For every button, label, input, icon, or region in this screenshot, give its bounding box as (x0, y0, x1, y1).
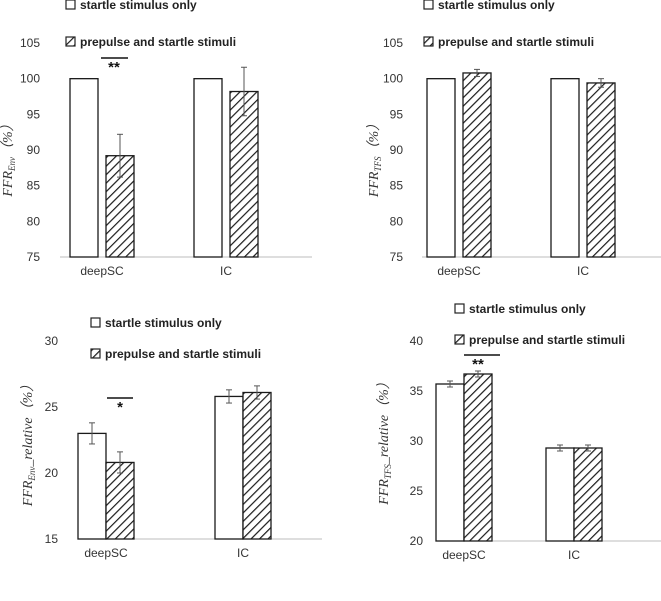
y-tick-label: 30 (410, 434, 424, 448)
y-tick-label: 85 (27, 179, 41, 193)
y-tick-label: 100 (20, 72, 40, 86)
bar-prepulse-startle (105, 461, 135, 540)
bar-startle-only (214, 395, 244, 540)
y-tick-label: 90 (27, 143, 41, 157)
y-tick-label: 25 (410, 484, 424, 498)
bar-prepulse-startle (242, 391, 272, 540)
legend-label-prepulse: prepulse and startle stimuli (438, 35, 594, 49)
bar-prepulse-startle (462, 72, 492, 258)
y-tick-label: 95 (390, 107, 404, 121)
y-axis-label: FFREnv（%） (0, 117, 17, 197)
legend-label-prepulse: prepulse and startle stimuli (469, 333, 625, 347)
y-tick-label: 75 (27, 250, 41, 264)
chart-ffr-env-relative: startle stimulus only prepulse and start… (20, 316, 322, 560)
y-tick-label: 75 (390, 250, 404, 264)
legend-swatch-prepulse (90, 348, 101, 359)
chart-ffr-env: startle stimulus only prepulse and start… (0, 0, 312, 278)
legend-swatch-prepulse (65, 36, 76, 47)
category-label: IC (568, 548, 580, 562)
y-tick-label: 85 (390, 179, 404, 193)
y-tick-label: 30 (45, 334, 59, 348)
legend-swatch-prepulse (423, 36, 434, 47)
legend-label-startle: startle stimulus only (469, 302, 586, 316)
category-label: deepSC (437, 264, 481, 278)
legend-label-prepulse: prepulse and startle stimuli (80, 35, 236, 49)
category-label: deepSC (442, 548, 486, 562)
y-tick-label: 40 (410, 334, 424, 348)
category-label: IC (220, 264, 232, 278)
legend-swatch-prepulse (454, 334, 465, 345)
y-tick-label: 105 (20, 36, 40, 50)
y-axis-label: FFRTFS（%） (366, 117, 383, 198)
legend-label-startle: startle stimulus only (105, 316, 222, 330)
y-tick-label: 35 (410, 384, 424, 398)
bar-startle-only (69, 78, 99, 258)
y-tick-label: 90 (390, 143, 404, 157)
y-axis-label: FFREnv_relative（%） (20, 378, 37, 508)
category-label: IC (577, 264, 589, 278)
legend-swatch-startle (454, 303, 465, 314)
bar-startle-only (77, 432, 107, 540)
y-tick-label: 95 (27, 107, 41, 121)
legend-swatch-startle (423, 0, 434, 10)
y-tick-label: 20 (410, 534, 424, 548)
bar-prepulse-startle (463, 373, 493, 542)
bar-startle-only (193, 78, 223, 258)
legend-swatch-startle (65, 0, 76, 10)
y-axis-label: FFRTFS_relative（%） (376, 375, 393, 506)
legend-label-startle: startle stimulus only (80, 0, 197, 12)
chart-ffr-tfs-relative: startle stimulus only prepulse and start… (376, 302, 661, 562)
bar-prepulse-startle (229, 90, 259, 258)
legend-swatch-startle (90, 317, 101, 328)
bar-startle-only (545, 447, 575, 542)
y-tick-label: 100 (383, 72, 403, 86)
category-label: deepSC (84, 546, 128, 560)
bar-prepulse-startle (586, 82, 616, 258)
y-tick-label: 25 (45, 400, 59, 414)
significance-marker: ** (108, 59, 120, 76)
y-tick-label: 20 (45, 466, 59, 480)
bar-prepulse-startle (573, 447, 603, 542)
bar-startle-only (550, 78, 580, 258)
chart-ffr-tfs: startle stimulus only prepulse and start… (366, 0, 661, 278)
category-label: deepSC (80, 264, 124, 278)
y-tick-label: 15 (45, 532, 59, 546)
y-tick-label: 80 (27, 214, 41, 228)
bar-startle-only (435, 383, 465, 542)
y-tick-label: 80 (390, 214, 404, 228)
significance-marker: ** (472, 356, 484, 373)
significance-marker: * (117, 399, 123, 416)
bar-startle-only (426, 78, 456, 258)
category-label: IC (237, 546, 249, 560)
y-tick-label: 105 (383, 36, 403, 50)
legend-label-startle: startle stimulus only (438, 0, 555, 12)
legend-label-prepulse: prepulse and startle stimuli (105, 347, 261, 361)
